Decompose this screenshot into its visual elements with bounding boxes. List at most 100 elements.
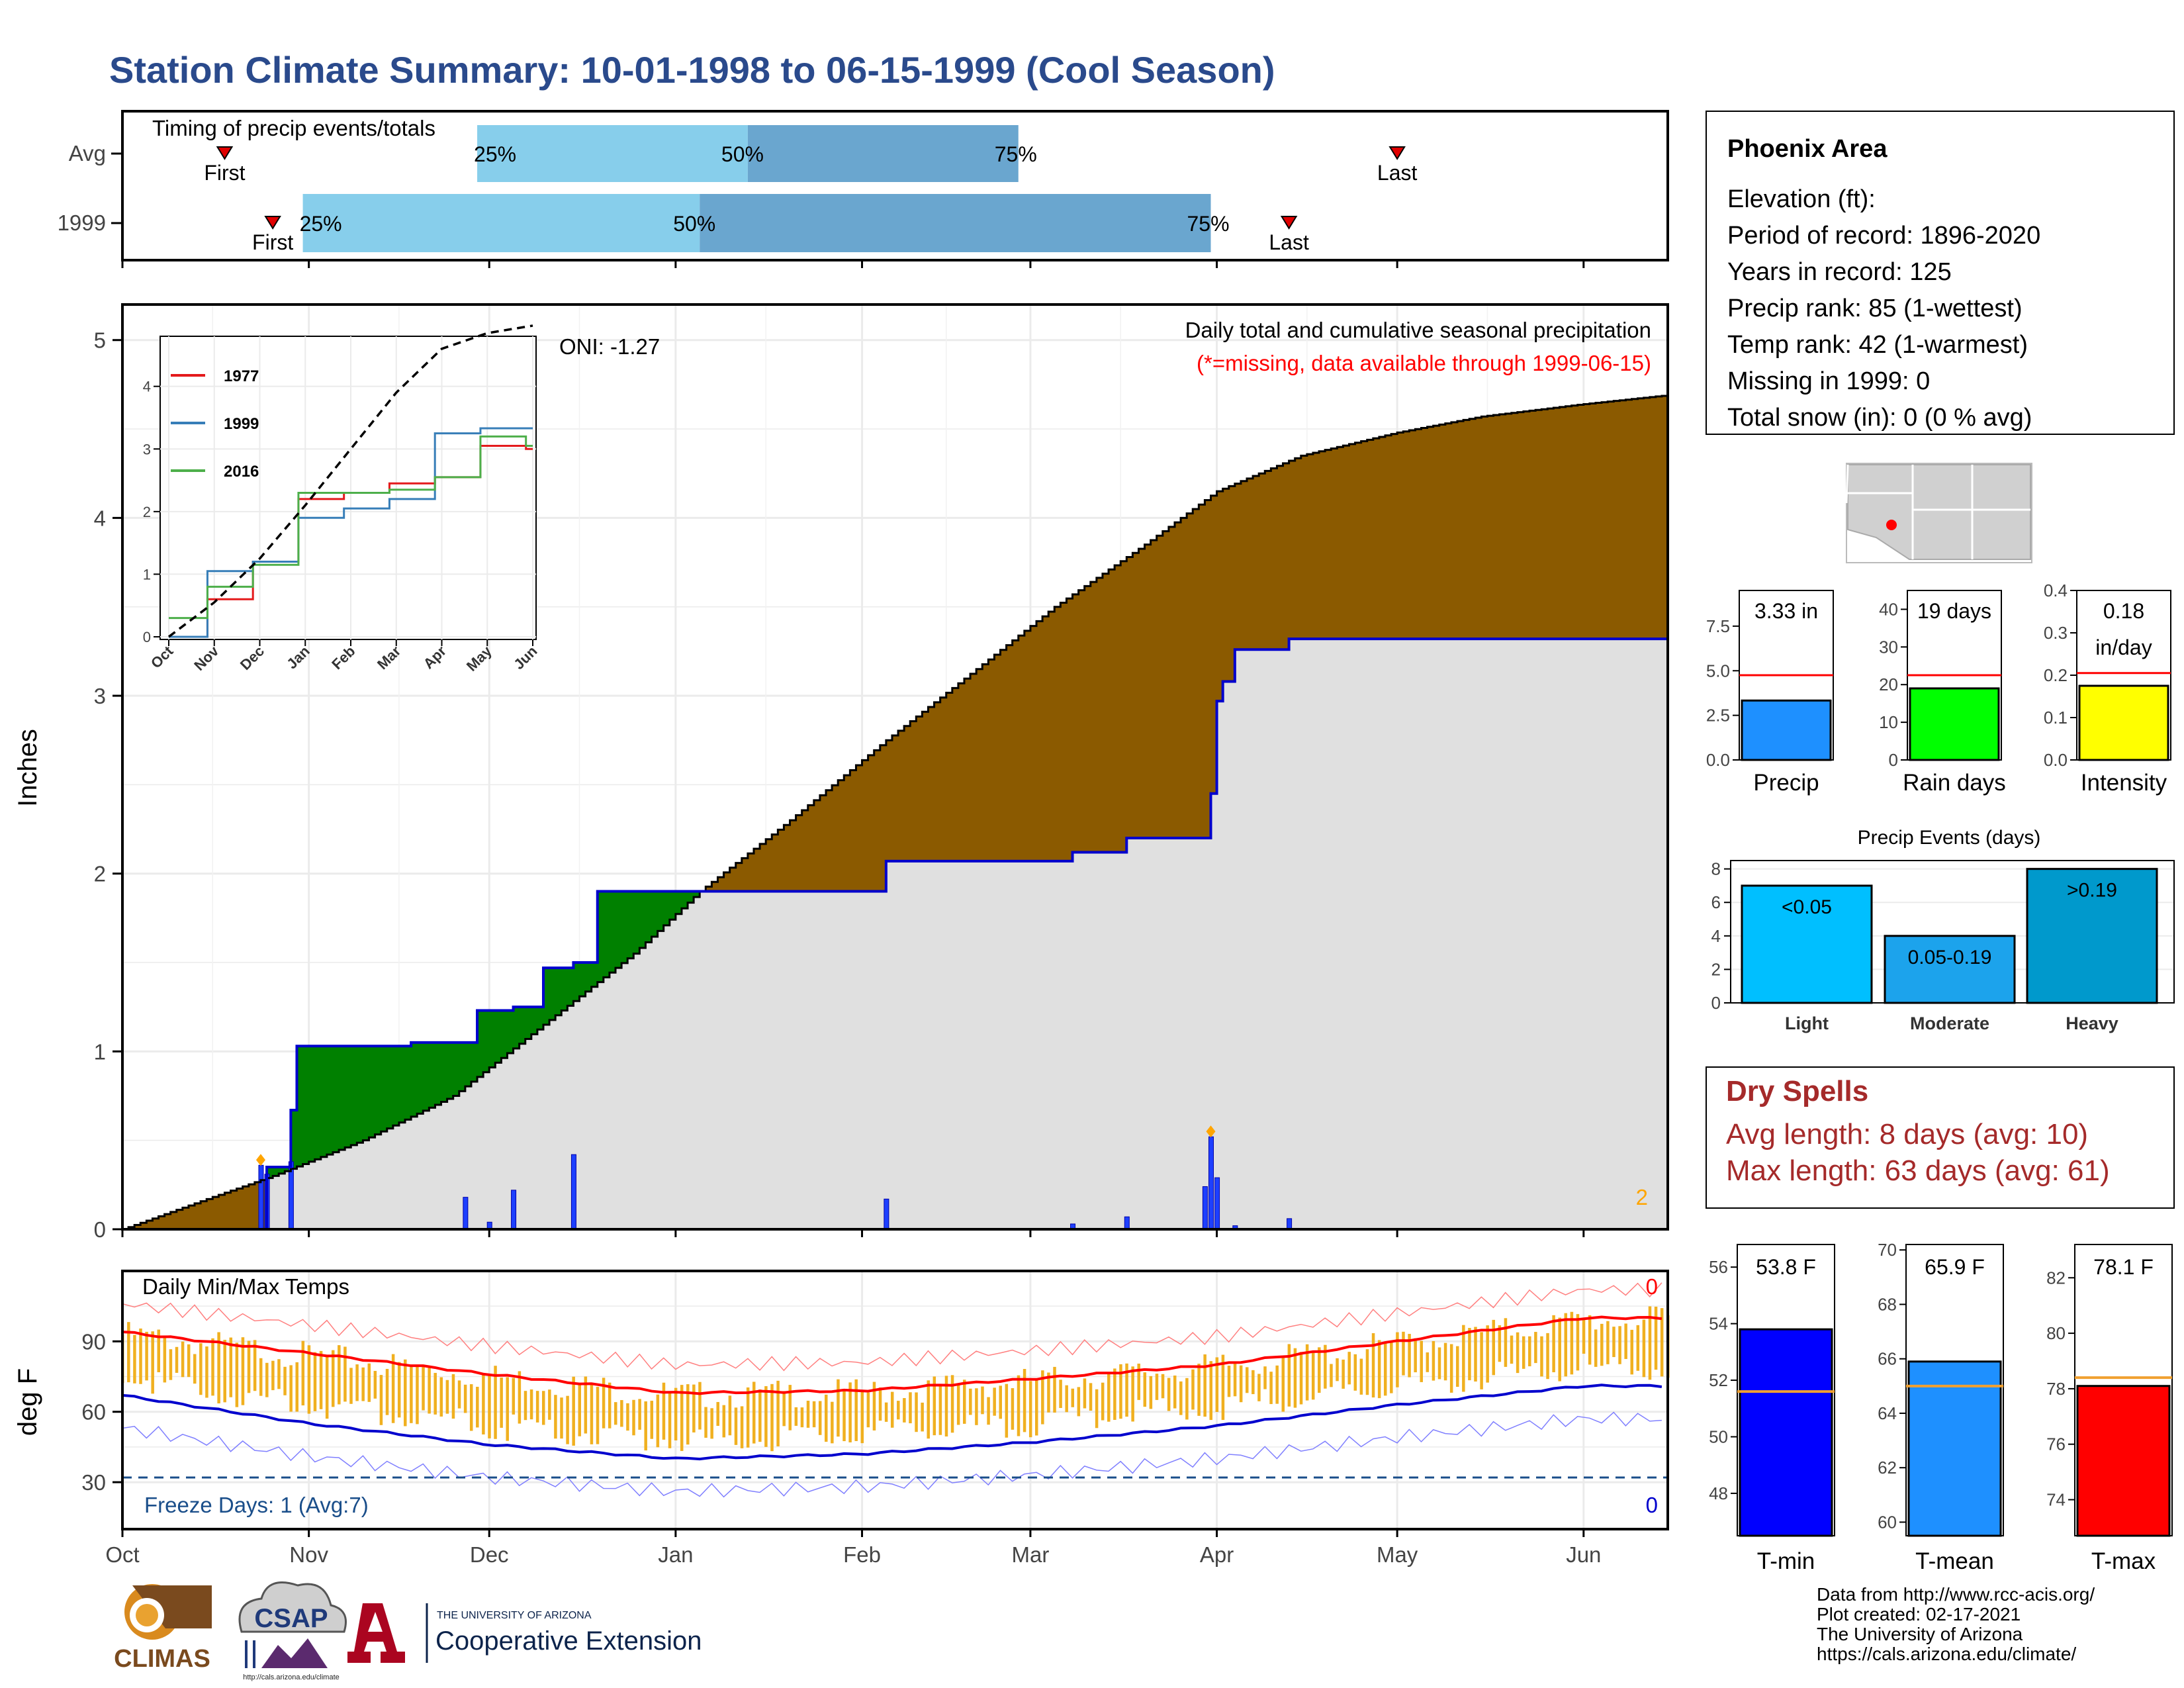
daily-temp-bar: [1480, 1332, 1483, 1389]
daily-temp-bar: [1408, 1334, 1411, 1378]
temp-summary-y-tick-label: 64: [1878, 1403, 1897, 1423]
daily-temp-bar: [626, 1403, 629, 1431]
precip-y-axis-title: Inches: [13, 729, 42, 807]
inset-legend-label: 1999: [224, 415, 259, 433]
timing-q50-label: 50%: [721, 142, 764, 166]
temp-summary-y-tick-label: 80: [2046, 1323, 2066, 1343]
inset-y-tick-label: 4: [143, 379, 151, 395]
temp-summary-y-tick-label: 78: [2046, 1379, 2066, 1399]
daily-temp-bar: [1558, 1317, 1561, 1382]
daily-temp-bar: [1203, 1354, 1206, 1417]
daily-temp-bar: [1011, 1388, 1015, 1430]
locator-map: [1845, 463, 2032, 563]
daily-temp-bar: [1353, 1354, 1357, 1391]
month-tick-label: Jan: [658, 1542, 693, 1567]
daily-temp-bar: [361, 1367, 365, 1401]
daily-temp-bar: [1299, 1352, 1303, 1405]
daily-temp-bar: [235, 1342, 239, 1407]
temp-summary-value-label: 65.9 F: [1925, 1255, 1985, 1279]
daily-temp-bar: [229, 1337, 233, 1397]
daily-temp-bar: [241, 1337, 245, 1405]
ua-small-text: THE UNIVERSITY OF ARIZONA: [437, 1610, 592, 1621]
page-title: Station Climate Summary: 10-01-1998 to 0…: [109, 49, 1275, 91]
temp-panel-label: Daily Min/Max Temps: [142, 1274, 349, 1299]
daily-temp-bar: [301, 1340, 305, 1406]
daily-temp-bar: [1390, 1341, 1393, 1393]
daily-temp-bar: [331, 1350, 335, 1407]
daily-temp-bar: [1041, 1370, 1044, 1425]
event-bar-label: 0.05-0.19: [1908, 947, 1992, 968]
daily-temp-bar: [541, 1391, 545, 1425]
daily-temp-bar: [993, 1387, 996, 1416]
timing-row-label-1999: 1999: [58, 211, 106, 235]
temp-summary-y-tick-label: 52: [1709, 1370, 1728, 1390]
summary-axis-label: Precip: [1753, 770, 1819, 796]
events-y-tick-label: 4: [1711, 926, 1721, 946]
daily-temp-bar: [1047, 1372, 1050, 1413]
daily-temp-bar: [788, 1385, 792, 1430]
avg-high-line: [122, 1315, 1662, 1395]
daily-temp-bar: [1528, 1336, 1531, 1367]
daily-temp-bar: [1498, 1325, 1502, 1362]
daily-temp-bar: [1233, 1364, 1237, 1397]
footer-plot-created: Plot created: 02-17-2021: [1817, 1604, 2021, 1624]
daily-temp-bar: [698, 1382, 702, 1430]
daily-temp-bar: [692, 1384, 696, 1432]
temp-summary-y-tick-label: 56: [1709, 1257, 1728, 1277]
summary-y-tick-label: 30: [1879, 637, 1898, 657]
daily-temp-bar: [614, 1402, 617, 1425]
temp-summary-y-tick-label: 68: [1878, 1294, 1897, 1314]
daily-temp-bar: [313, 1352, 317, 1411]
daily-temp-bar: [686, 1384, 690, 1445]
daily-temp-bar: [469, 1384, 473, 1431]
daily-temp-bar: [1101, 1382, 1105, 1421]
daily-temp-bar: [181, 1341, 185, 1378]
daily-temp-bar: [656, 1394, 660, 1448]
daily-temp-bar: [1588, 1315, 1592, 1365]
temp-summary-bar-2: [2076, 1385, 2171, 1537]
missing-data-marker: [255, 1154, 265, 1166]
daily-temp-bar: [866, 1392, 870, 1428]
timing-panel-label: Timing of precip events/totals: [152, 116, 435, 140]
month-tick-label: Nov: [289, 1542, 328, 1567]
daily-temp-bar: [265, 1362, 269, 1397]
daily-temp-bar: [1137, 1363, 1140, 1400]
daily-temp-bar: [602, 1378, 606, 1429]
daily-temp-bar: [1456, 1346, 1459, 1387]
daily-temp-bar: [1540, 1336, 1543, 1377]
daily-temp-bar: [903, 1397, 906, 1423]
daily-temp-bar: [806, 1401, 810, 1428]
daily-temp-bar: [1287, 1344, 1291, 1407]
precip-y-tick-label: 5: [94, 328, 106, 353]
daily-temp-bar: [1179, 1381, 1183, 1415]
temp-summary-y-tick-label: 76: [2046, 1434, 2066, 1454]
daily-temp-bar: [193, 1354, 197, 1384]
daily-temp-bar: [1564, 1313, 1568, 1377]
daily-temp-bar: [1420, 1340, 1423, 1382]
daily-temp-bar: [831, 1401, 834, 1444]
summary-y-tick-label: 10: [1879, 712, 1898, 732]
daily-temp-bar: [217, 1332, 220, 1404]
timing-bar-q25-q50: [477, 125, 748, 182]
dry-spells-max: Max length: 63 days (avg: 61): [1726, 1154, 2110, 1187]
daily-temp-bar: [295, 1362, 298, 1412]
daily-temp-bar: [259, 1358, 263, 1396]
daily-temp-bar: [1173, 1375, 1177, 1409]
daily-temp-bar: [1660, 1308, 1664, 1377]
timing-q75-label: 75%: [995, 142, 1037, 166]
daily-temp-bar: [596, 1387, 600, 1444]
daily-temp-bar: [1263, 1366, 1267, 1389]
daily-temp-bar: [1624, 1323, 1627, 1359]
precip-y-tick-label: 4: [94, 506, 106, 530]
daily-temp-bar: [535, 1391, 539, 1423]
daily-temp-bar: [439, 1377, 443, 1417]
timing-bar-q50-q75: [700, 194, 1211, 252]
daily-precip-bar: [1124, 1216, 1130, 1230]
daily-temp-bar: [463, 1384, 467, 1413]
daily-temp-bar: [1005, 1383, 1009, 1438]
daily-temp-bar: [523, 1391, 527, 1421]
daily-temp-bar: [1576, 1314, 1580, 1371]
station-snow: Total snow (in): 0 (0 % avg): [1727, 404, 2032, 432]
daily-temp-bar: [1347, 1352, 1351, 1385]
precip-annotation: Daily total and cumulative seasonal prec…: [1185, 318, 1651, 342]
